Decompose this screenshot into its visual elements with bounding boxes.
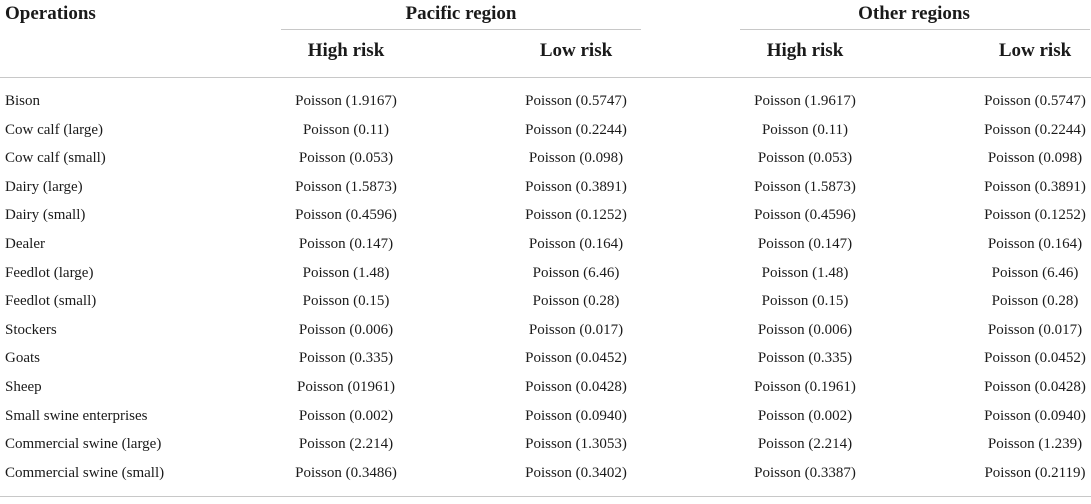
operation-label: Sheep <box>5 379 42 395</box>
distribution-cell: Poisson (1.5873) <box>295 178 397 195</box>
distribution-cell: Poisson (0.0428) <box>984 379 1086 395</box>
operation-label: Dairy (small) <box>5 207 86 224</box>
operation-label: Dairy (large) <box>5 178 83 195</box>
distribution-cell: Poisson (0.053) <box>298 150 394 167</box>
operation-label: Stockers <box>5 321 57 338</box>
distribution-cell: Poisson (0.0428) <box>525 379 627 395</box>
distribution-cell: Poisson (0.15) <box>302 293 390 310</box>
distribution-cell: Poisson (1.48) <box>302 264 390 281</box>
operation-label: Dealer <box>5 236 45 252</box>
distribution-cell: Poisson (0.5747) <box>984 93 1086 109</box>
distribution-cell: Poisson (0.006) <box>757 321 853 338</box>
distribution-cell: Poisson (0.1252) <box>525 207 627 224</box>
distribution-cell: Poisson (0.3402) <box>525 464 627 481</box>
pacific-high-risk-header: High risk <box>307 40 385 61</box>
distribution-cell: Poisson (6.46) <box>991 264 1079 281</box>
operation-label: Feedlot (large) <box>5 264 94 281</box>
distribution-cell: Poisson (0.1252) <box>984 207 1086 224</box>
distribution-cell: Poisson (0.0452) <box>984 350 1086 367</box>
distribution-cell: Poisson (0.098) <box>987 150 1083 167</box>
operation-label: Bison <box>5 93 41 109</box>
distribution-cell: Poisson (0.2244) <box>525 121 627 138</box>
distribution-cell: Poisson (0.0940) <box>525 407 627 424</box>
distribution-cell: Poisson (0.28) <box>991 293 1079 310</box>
other-low-risk-header: Low risk <box>998 40 1072 61</box>
other-high-risk-header: High risk <box>766 40 844 61</box>
distribution-cell: Poisson (0.098) <box>528 150 624 167</box>
distribution-cell: Poisson (0.11) <box>302 121 390 138</box>
operation-label: Goats <box>5 350 40 367</box>
distribution-cell: Poisson (0.002) <box>757 407 853 424</box>
distribution-cell: Poisson (1.239) <box>987 436 1083 453</box>
distribution-cell: Poisson (0.0940) <box>984 407 1086 424</box>
operation-label: Cow calf (small) <box>5 150 106 167</box>
distribution-cell: Poisson (0.15) <box>761 293 849 310</box>
distribution-cell: Poisson (0.164) <box>528 236 624 252</box>
distribution-cell: Poisson (0.017) <box>987 321 1083 338</box>
distribution-cell: Poisson (0.147) <box>757 236 853 252</box>
distribution-cell: Poisson (0.3387) <box>754 464 856 481</box>
distribution-cell: Poisson (0.3891) <box>525 178 627 195</box>
other-regions-header: Other regions <box>858 3 970 24</box>
distribution-cell: Poisson (2.214) <box>298 436 394 453</box>
operation-label: Small swine enterprises <box>5 407 148 424</box>
distribution-cell: Poisson (0.053) <box>757 150 853 167</box>
distribution-cell: Poisson (01961) <box>297 379 395 395</box>
operation-label: Commercial swine (large) <box>5 436 162 453</box>
pacific-low-risk-header: Low risk <box>539 40 613 61</box>
distribution-cell: Poisson (1.9167) <box>295 93 397 109</box>
distribution-cell: Poisson (0.4596) <box>295 207 397 224</box>
distribution-cell: Poisson (0.1961) <box>754 379 856 395</box>
distribution-cell: Poisson (0.5747) <box>525 93 627 109</box>
distribution-cell: Poisson (0.11) <box>761 121 849 138</box>
distribution-cell: Poisson (1.9617) <box>754 93 856 109</box>
table-bottom-rule <box>0 496 1091 497</box>
distribution-cell: Poisson (0.3486) <box>295 464 397 481</box>
distribution-cell: Poisson (0.002) <box>298 407 394 424</box>
distribution-cell: Poisson (0.006) <box>298 321 394 338</box>
operation-label: Feedlot (small) <box>5 293 97 310</box>
pacific-region-header: Pacific region <box>405 3 517 24</box>
distribution-cell: Poisson (0.335) <box>298 350 394 367</box>
distribution-cell: Poisson (0.2119) <box>984 464 1086 481</box>
operation-label: Cow calf (large) <box>5 121 104 138</box>
distribution-cell: Poisson (0.28) <box>532 293 620 310</box>
distribution-cell: Poisson (1.3053) <box>525 436 627 453</box>
distribution-cell: Poisson (0.335) <box>757 350 853 367</box>
distribution-cell: Poisson (0.0452) <box>525 350 627 367</box>
distribution-cell: Poisson (1.5873) <box>754 178 856 195</box>
distribution-cell: Poisson (2.214) <box>757 436 853 453</box>
distribution-cell: Poisson (0.147) <box>298 236 394 252</box>
other-regions-rule <box>740 29 1090 30</box>
distribution-cell: Poisson (0.3891) <box>984 178 1086 195</box>
header-bottom-rule <box>0 77 1091 78</box>
distribution-cell: Poisson (0.2244) <box>984 121 1086 138</box>
pacific-region-rule <box>281 29 641 30</box>
distribution-cell: Poisson (0.4596) <box>754 207 856 224</box>
operations-header: Operations <box>5 3 96 24</box>
distribution-cell: Poisson (6.46) <box>532 264 620 281</box>
distribution-cell: Poisson (1.48) <box>761 264 849 281</box>
operation-label: Commercial swine (small) <box>5 464 165 481</box>
distribution-cell: Poisson (0.164) <box>987 236 1083 252</box>
distribution-cell: Poisson (0.017) <box>528 321 624 338</box>
